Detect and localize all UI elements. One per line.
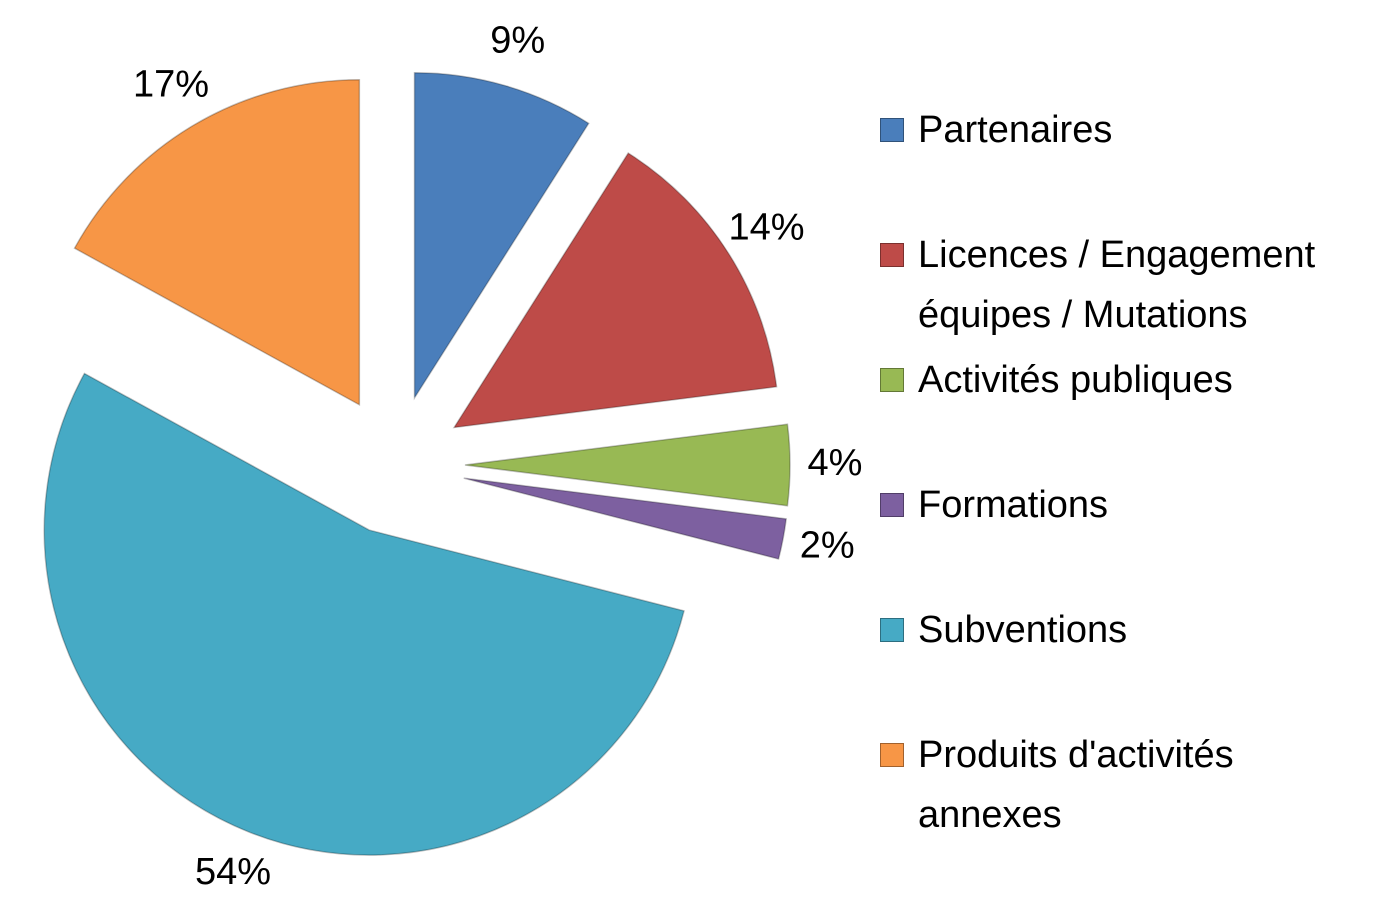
data-label: 17% [133,63,209,105]
legend-swatch [880,618,904,642]
pie-slice [452,152,778,429]
pie-slice [43,372,685,856]
legend-label: Partenaires [918,109,1113,151]
pie-slice [464,423,791,507]
legend-label: Subventions [918,609,1128,651]
data-label: 9% [490,20,545,62]
legend-swatch [880,743,904,767]
legend-item: Activités publiques [880,350,1360,410]
legend-item: Subventions [880,600,1360,660]
data-label: 14% [728,206,804,248]
legend-swatch [880,118,904,142]
pie-slice [413,72,590,401]
legend-item: Partenaires [880,100,1360,160]
legend-swatch [880,243,904,267]
legend-label: Produits d'activités annexes [918,734,1234,836]
legend-label: Licences / Engagement équipes / Mutation… [918,234,1316,336]
legend-item: Formations [880,475,1360,535]
legend-swatch [880,368,904,392]
legend-label: Formations [918,484,1109,526]
legend-item: Licences / Engagement équipes / Mutation… [880,225,1360,345]
legend-swatch [880,493,904,517]
legend-item: Produits d'activités annexes [880,725,1360,845]
data-label: 54% [195,851,271,893]
data-label: 2% [800,524,855,566]
legend-label: Activités publiques [918,359,1233,401]
data-label: 4% [808,442,863,484]
pie-slice [73,78,361,407]
pie-slice [463,477,788,560]
